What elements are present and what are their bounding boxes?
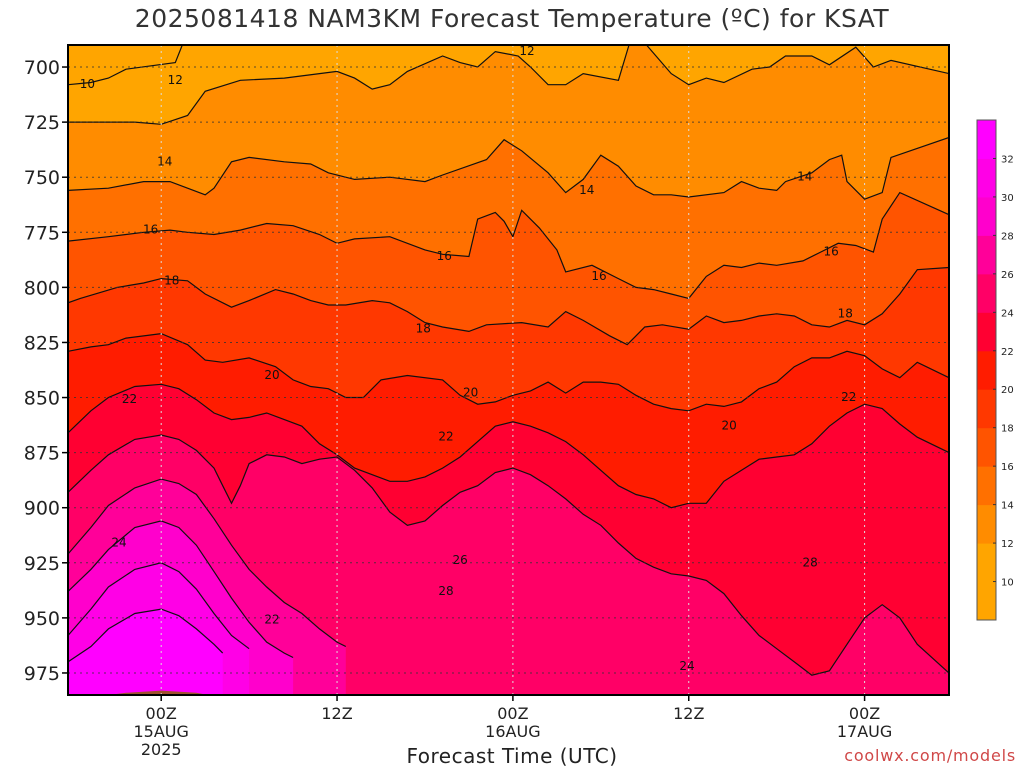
colorbar-label: 10 [1001,578,1014,589]
y-tick-label: 850 [24,388,60,410]
contour-label: 16 [591,269,606,283]
colorbar-label: 28 [1001,231,1014,242]
colorbar-segment [977,120,996,159]
colorbar-label: 18 [1001,424,1014,435]
colorbar-label: 20 [1001,385,1014,396]
x-tick-label: 00Z [497,704,528,723]
y-tick-label: 875 [24,443,60,465]
grid-lines [68,45,949,695]
y-axis: 700 725 750 775 800 825 850 875 900 925 950 975 [24,57,68,685]
contour-line-14 [68,136,949,200]
contour-label: 16 [437,249,452,263]
colorbar-label: 22 [1001,347,1014,358]
contour-label: 24 [679,659,694,673]
contour-label: 20 [722,419,737,433]
colorbar-segment [977,466,996,506]
contour-label: 26 [453,553,468,567]
colorbar-segment [977,427,996,467]
contour-label: 20 [264,368,279,382]
colorbar-frame [976,119,997,621]
colorbar-label: 12 [1001,539,1014,550]
colorbar-label: 16 [1001,462,1014,473]
y-tick-label: 825 [24,332,60,354]
chart-title: 2025081418 NAM3KM Forecast Temperature (… [134,4,890,33]
contour-label: 22 [264,613,279,627]
contour-line-10 [68,45,183,86]
contour-line-16 [68,191,949,300]
colorbar-segment [977,581,996,621]
y-tick-label: 800 [24,277,60,299]
colorbar-segment [977,196,996,236]
x-tick-label: 17AUG [837,722,892,741]
temperature-bands [68,45,949,695]
y-tick-label: 700 [24,57,60,79]
contour-labels: 10 12 12 14 14 14 16 16 16 16 18 18 18 20 20 20 22 22 22 24… [80,44,857,673]
colorbar-segment [977,389,996,429]
x-tick-label: 12Z [673,704,704,723]
contour-label: 16 [824,245,839,259]
colorbar-label: 26 [1001,270,1014,281]
colorbar-label: 32 [1001,154,1014,165]
y-tick-label: 750 [24,167,60,189]
y-tick-label: 950 [24,608,60,630]
band-32 [68,609,223,695]
contour-label: 10 [80,77,95,91]
x-tick-label: 12Z [321,704,352,723]
colorbar-segment [977,158,996,198]
y-tick-label: 725 [24,112,60,134]
contour-line-28 [68,520,294,659]
contour-label: 22 [122,392,137,406]
contour-label: 22 [438,430,453,444]
plot-frame [67,44,950,696]
colorbar-segment [977,273,996,313]
contour-line-30 [68,562,250,650]
contour-label: 18 [838,306,853,320]
terrain-area [108,690,209,695]
contour-line-24 [68,434,949,676]
x-tick-label: 15AUG [133,722,188,741]
contour-line-22 [68,383,949,509]
contour-line-26 [68,478,347,648]
x-axis-label: Forecast Time (UTC) [406,744,618,768]
y-tick-label: 975 [24,663,60,685]
x-tick-label: 16AUG [485,722,540,741]
contour-label: 18 [164,273,179,287]
contour-label: 16 [143,223,158,237]
colorbar-label: 24 [1001,308,1014,319]
contour-label: 12 [168,73,183,87]
y-tick-label: 900 [24,498,60,520]
colorbar-segment [977,543,996,583]
contour-label: 22 [841,390,856,404]
colorbar-segment [977,235,996,275]
colorbar-segment [977,350,996,390]
x-tick-label: 00Z [146,704,177,723]
credit-text: coolwx.com/models [844,746,1016,765]
contour-label: 18 [416,322,431,336]
y-tick-label: 775 [24,222,60,244]
contour-label: 20 [463,386,478,400]
contour-label: 28 [802,555,817,569]
colorbar-segment [977,312,996,352]
colorbar-label: 30 [1001,193,1014,204]
contour-label: 28 [438,584,453,598]
y-tick-label: 925 [24,553,60,575]
contour-label: 14 [157,154,172,168]
contour-label: 24 [111,535,126,549]
contour-label: 14 [579,183,594,197]
colorbar-segment [977,504,996,544]
x-tick-label: 00Z [849,704,880,723]
contour-label: 14 [797,170,812,184]
terrain-fill [108,690,209,695]
colorbar: 10 12 14 16 18 20 22 24 26 28 30 32 [976,119,1014,621]
contour-line-20 [68,332,949,412]
x-tick-label: 2025 [141,740,182,759]
contour-line-18 [68,266,949,346]
colorbar-label: 14 [1001,501,1014,512]
contour-label: 12 [519,44,534,58]
